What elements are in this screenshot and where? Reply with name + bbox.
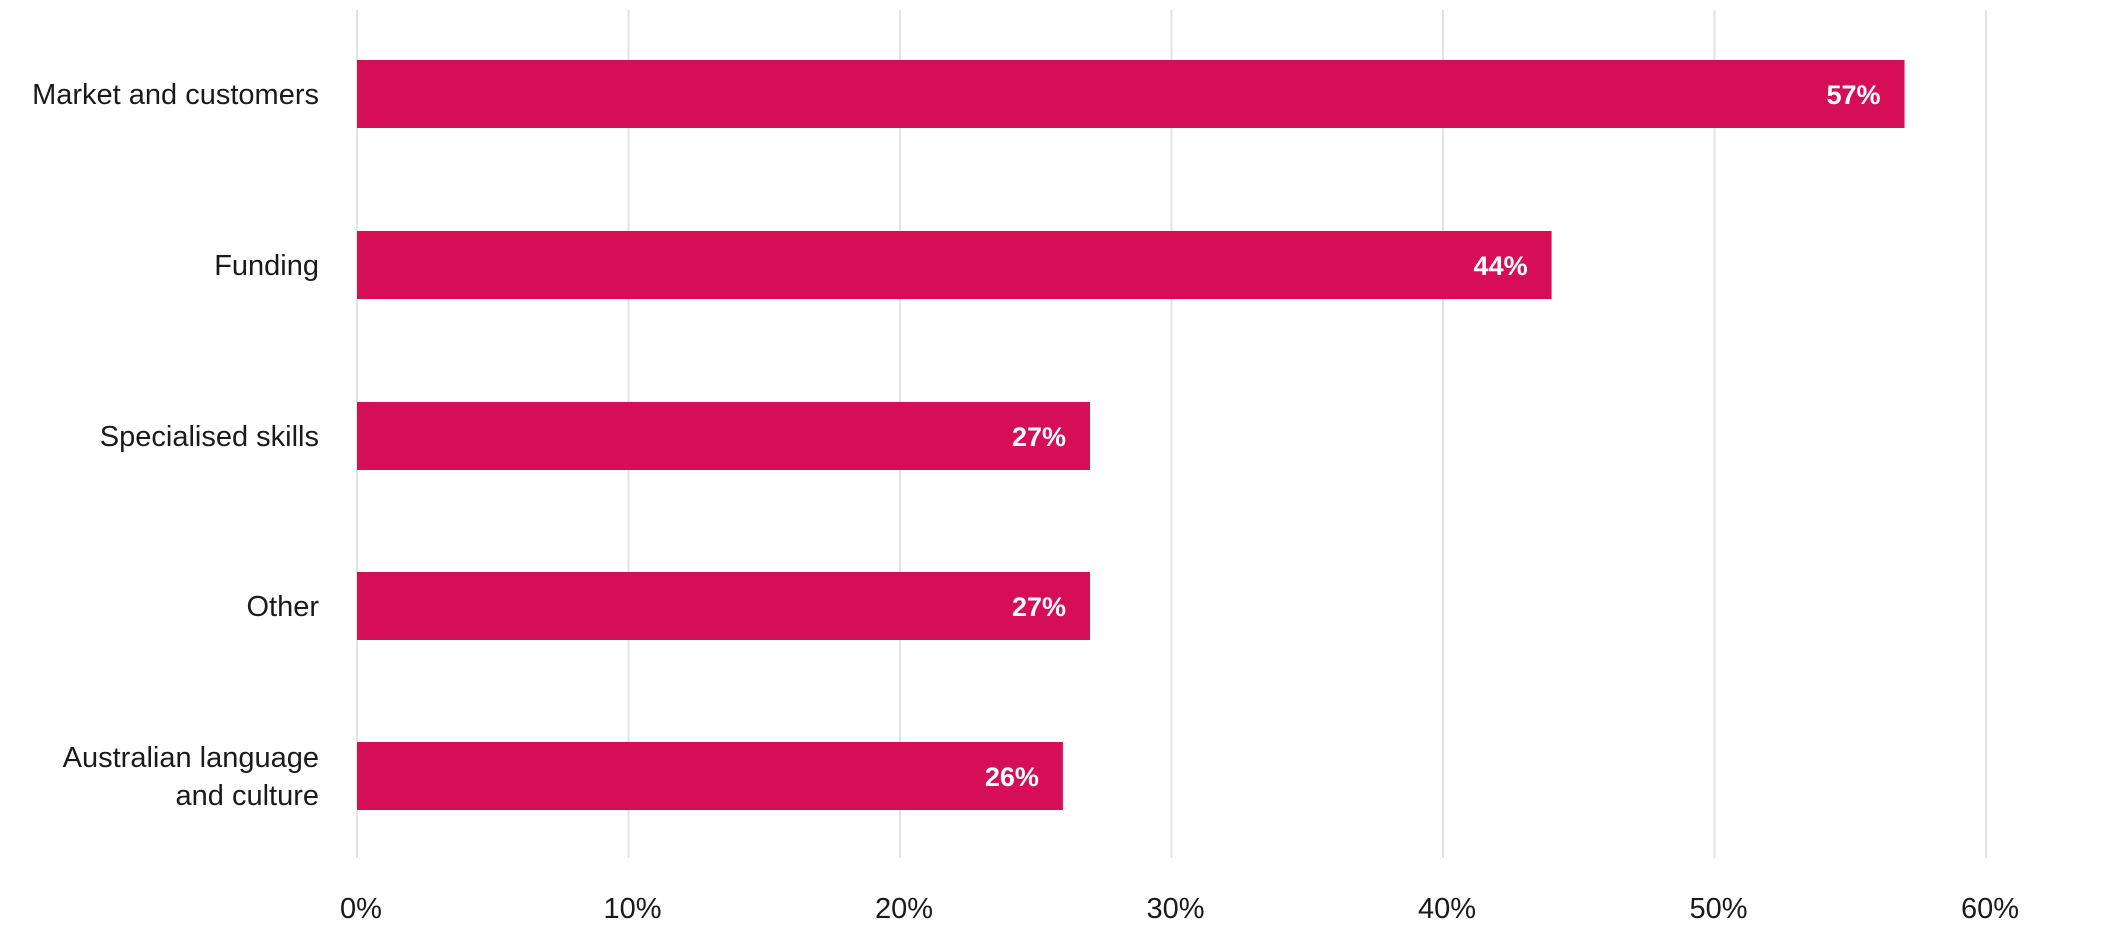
category-label: Australian language	[63, 742, 319, 774]
data-label: 44%	[1474, 251, 1528, 281]
bar	[357, 572, 1091, 640]
x-tick-label: 0%	[340, 893, 382, 925]
bar	[357, 60, 1905, 128]
x-tick-label: 40%	[1418, 893, 1476, 925]
category-label: Market and customers	[32, 79, 319, 111]
bar	[357, 742, 1063, 810]
bar	[357, 231, 1552, 299]
x-tick-label: 10%	[603, 893, 661, 925]
x-tick-label: 20%	[875, 893, 933, 925]
category-label: Specialised skills	[100, 421, 319, 453]
data-label: 27%	[1012, 422, 1066, 452]
x-tick-label: 30%	[1146, 893, 1204, 925]
x-tick-label: 60%	[1961, 893, 2019, 925]
category-label: Funding	[214, 250, 319, 282]
category-label: Other	[246, 591, 319, 623]
data-label: 57%	[1827, 80, 1881, 110]
x-tick-label: 50%	[1689, 893, 1747, 925]
data-label: 27%	[1012, 592, 1066, 622]
data-label: 26%	[985, 762, 1039, 792]
bar	[357, 402, 1091, 470]
category-label: and culture	[176, 780, 320, 812]
